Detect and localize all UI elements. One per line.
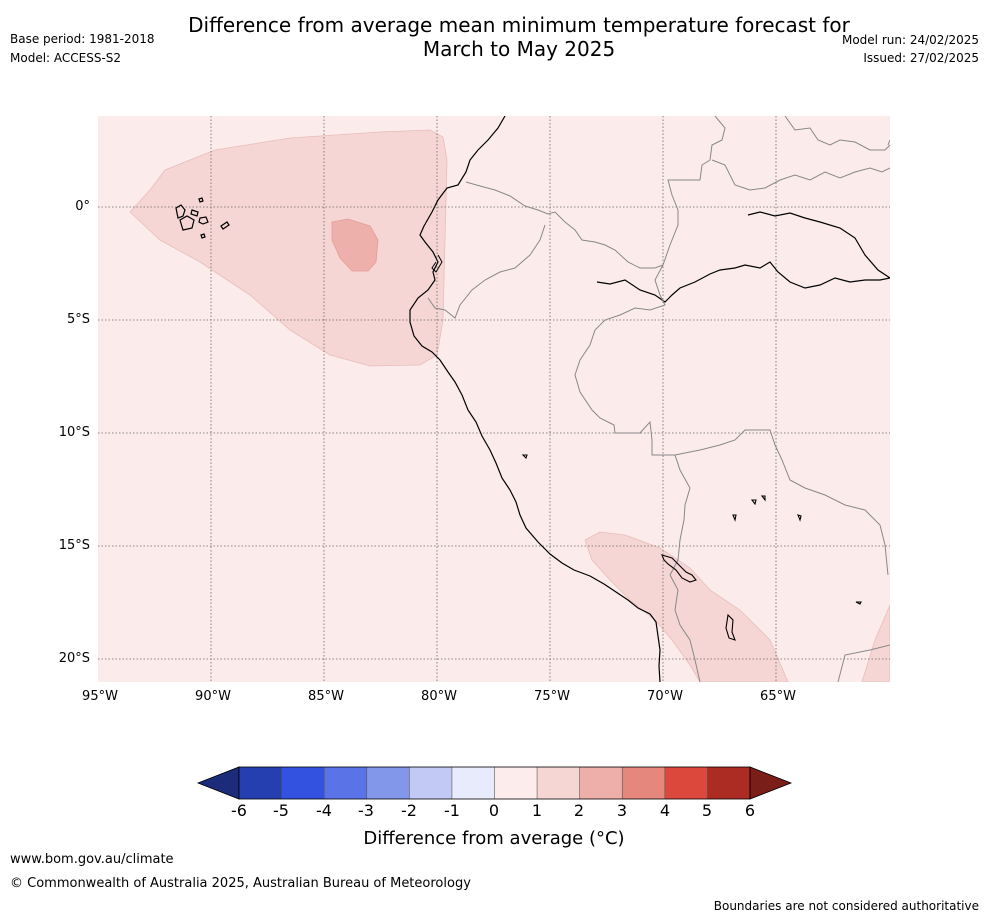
cb-tick-4: 4 bbox=[659, 801, 671, 820]
cb-tick-m3: -3 bbox=[358, 801, 374, 820]
anomaly-region-andes bbox=[584, 531, 789, 682]
lat-label-5s: 5°S bbox=[66, 312, 90, 327]
galapagos-islands bbox=[175, 197, 230, 239]
cb-tick-m6: -6 bbox=[231, 801, 247, 820]
title-line-1: Difference from average mean minimum tem… bbox=[188, 13, 850, 37]
cb-tick-5: 5 bbox=[701, 801, 713, 820]
issued-text: Issued: 27/02/2025 bbox=[863, 51, 979, 65]
lat-label-10s: 10°S bbox=[58, 425, 90, 440]
cb-tick-3: 3 bbox=[616, 801, 628, 820]
colorbar-segment bbox=[707, 767, 751, 799]
colorbar-segment bbox=[451, 767, 495, 799]
coastline-guayaquil bbox=[431, 254, 443, 273]
cb-tick-2: 2 bbox=[573, 801, 585, 820]
colorbar bbox=[196, 766, 793, 800]
country-borders bbox=[427, 116, 890, 682]
lon-label-70w: 70°W bbox=[647, 689, 683, 704]
lat-label-15s: 15°S bbox=[58, 538, 90, 553]
lat-label-20s: 20°S bbox=[58, 651, 90, 666]
website-text: www.bom.gov.au/climate bbox=[10, 852, 174, 867]
coastline-west bbox=[409, 116, 661, 682]
base-period-text: Base period: 1981-2018 bbox=[10, 32, 155, 46]
anomaly-region-east bbox=[861, 604, 890, 682]
lon-label-80w: 80°W bbox=[421, 689, 457, 704]
map-panel bbox=[98, 116, 890, 682]
colorbar-segment bbox=[579, 767, 623, 799]
title-line-2: March to May 2025 bbox=[422, 37, 616, 61]
negro-river bbox=[747, 211, 890, 279]
colorbar-segment bbox=[324, 767, 368, 799]
map-title: Difference from average mean minimum tem… bbox=[120, 13, 918, 61]
cb-tick-m2: -2 bbox=[401, 801, 417, 820]
disclaimer-text: Boundaries are not considered authoritat… bbox=[713, 899, 979, 913]
cb-tick-m5: -5 bbox=[273, 801, 289, 820]
colorbar-segment bbox=[409, 767, 453, 799]
cb-tick-6: 6 bbox=[744, 801, 756, 820]
gridlines bbox=[98, 116, 890, 682]
copyright-text: © Commonwealth of Australia 2025, Austra… bbox=[10, 876, 471, 891]
lakes bbox=[521, 454, 862, 641]
colorbar-low-extend bbox=[196, 766, 240, 800]
colorbar-high-extend bbox=[749, 766, 793, 800]
lon-label-95w: 95°W bbox=[82, 689, 118, 704]
lon-label-90w: 90°W bbox=[195, 689, 231, 704]
anomaly-region-core bbox=[331, 218, 379, 272]
anomaly-region-ocean bbox=[129, 129, 448, 367]
lat-label-0: 0° bbox=[75, 199, 90, 214]
amazon-river bbox=[596, 261, 890, 303]
colorbar-segment bbox=[239, 767, 282, 799]
colorbar-segment bbox=[537, 767, 580, 799]
model-run-text: Model run: 24/02/2025 bbox=[841, 33, 979, 47]
colorbar-segment bbox=[366, 767, 410, 799]
model-text: Model: ACCESS-S2 bbox=[10, 51, 122, 65]
lon-label-75w: 75°W bbox=[534, 689, 570, 704]
cb-tick-1: 1 bbox=[531, 801, 543, 820]
lon-label-85w: 85°W bbox=[308, 689, 344, 704]
colorbar-segment bbox=[622, 767, 666, 799]
colorbar-segment bbox=[494, 767, 538, 799]
cb-tick-m4: -4 bbox=[316, 801, 332, 820]
colorbar-segment bbox=[281, 767, 325, 799]
cb-tick-m1: -1 bbox=[444, 801, 460, 820]
colorbar-segment bbox=[664, 767, 708, 799]
cb-tick-0: 0 bbox=[488, 801, 500, 820]
colorbar-label: Difference from average (°C) bbox=[363, 828, 625, 849]
lon-label-65w: 65°W bbox=[760, 689, 796, 704]
